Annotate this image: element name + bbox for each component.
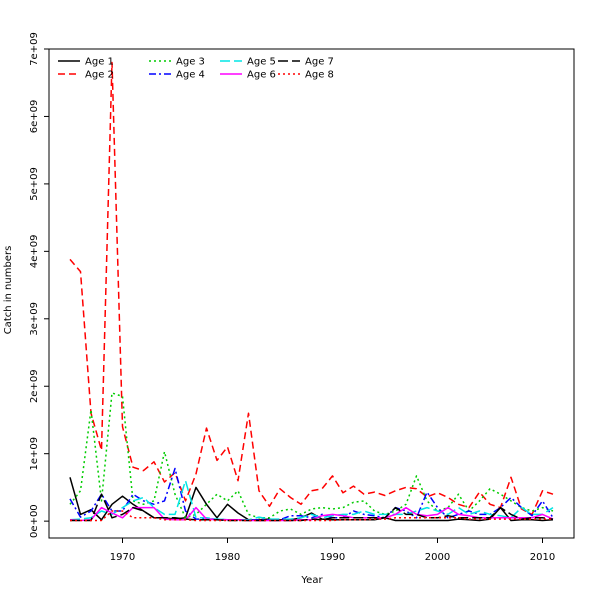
series-line-age-2 [69, 61, 554, 516]
x-tick-label: 2000 [425, 552, 450, 563]
y-tick-label: 0e+00 [29, 504, 40, 538]
y-axis: 0e+00 1e+09 2e+09 3e+09 4e+09 5e+09 6e+09 7e+09 [29, 32, 49, 538]
legend-label-age-4: Age 4 [176, 70, 205, 81]
series-line-age-7 [70, 493, 554, 522]
y-tick-label: 1e+09 [29, 437, 40, 471]
series-line-age-8 [70, 510, 553, 522]
series-line-age-3 [69, 392, 554, 519]
legend: Age 1 Age 2 Age 3 Age 4 Age 5 Age 6 Age 7 Age 8 [58, 57, 334, 81]
legend-label-age-3: Age 3 [176, 57, 205, 68]
y-tick-label: 2e+09 [29, 369, 40, 403]
plot-lines [69, 61, 554, 522]
legend-label-age-7: Age 7 [305, 57, 334, 68]
series-line-age-5 [69, 479, 554, 521]
legend-label-age-8: Age 8 [305, 70, 334, 81]
legend-label-age-1: Age 1 [85, 57, 114, 68]
x-tick-label: 2010 [530, 552, 555, 563]
plot-frame [48, 48, 575, 539]
legend-label-age-6: Age 6 [247, 70, 276, 81]
y-tick-label: 4e+09 [29, 235, 40, 269]
y-tick-label: 5e+09 [29, 167, 40, 201]
y-tick-label: 3e+09 [29, 302, 40, 336]
x-tick-label: 1970 [110, 552, 135, 563]
x-tick-label: 1980 [215, 552, 240, 563]
y-tick-label: 7e+09 [29, 32, 40, 66]
x-axis-title: Year [300, 575, 323, 586]
legend-label-age-5: Age 5 [247, 57, 276, 68]
legend-label-age-2: Age 2 [85, 70, 114, 81]
y-tick-label: 6e+09 [29, 100, 40, 134]
x-axis: 1970 1980 1990 2000 2010 [110, 538, 555, 563]
series-line-age-4 [69, 467, 554, 521]
x-tick-label: 1990 [320, 552, 345, 563]
y-axis-title: Catch in numbers [3, 246, 14, 335]
